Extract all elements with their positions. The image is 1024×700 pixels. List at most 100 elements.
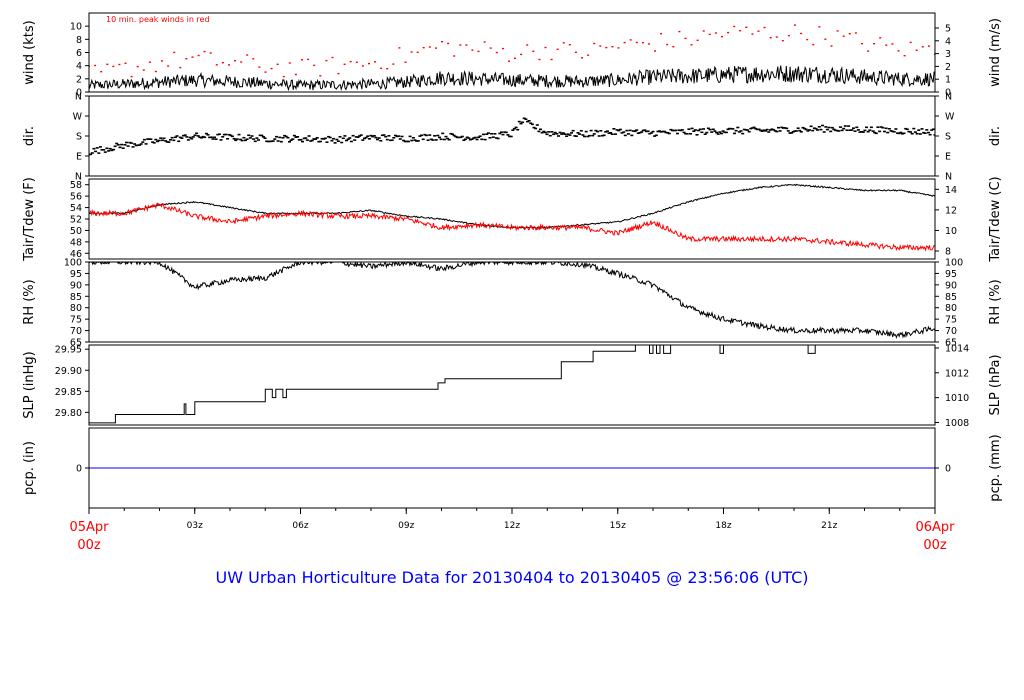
series-dot-dir <box>894 128 898 130</box>
time-tick-label-major-2: 00z <box>77 538 101 553</box>
series-dot-dir <box>840 129 844 132</box>
series-dot-dir <box>550 131 554 133</box>
right-tick-label-rh: 75 <box>945 315 957 326</box>
series-dot-dir <box>700 131 704 134</box>
series-dot-dir <box>703 133 707 135</box>
series-dot-dir <box>671 129 675 132</box>
series-dot-dir <box>537 130 541 133</box>
series-dot-wind <box>708 33 711 36</box>
series-dot-dir <box>147 138 151 140</box>
series-dot-dir <box>900 133 904 135</box>
series-dot-dir <box>314 138 318 140</box>
series-dot-wind <box>508 60 510 62</box>
series-dot-wind <box>879 37 882 39</box>
series-dot-wind <box>897 50 900 52</box>
series-dot-dir <box>884 127 888 130</box>
series-dot-dir <box>265 140 269 143</box>
series-dot-dir <box>896 132 899 134</box>
series-dot-dir <box>178 136 182 139</box>
series-dot-dir <box>183 134 187 136</box>
left-tick-label-temp: 58 <box>70 180 82 191</box>
series-dot-dir <box>482 133 485 136</box>
series-dot-dir <box>103 151 107 153</box>
series-dot-dir <box>729 127 733 130</box>
series-dot-wind <box>392 63 395 65</box>
series-dot-dir <box>180 137 184 139</box>
series-dot-dir <box>775 130 779 133</box>
series-dot-dir <box>623 134 627 137</box>
series-dot-dir <box>897 132 901 135</box>
series-dot-dir <box>617 129 621 132</box>
series-dot-dir <box>571 129 575 132</box>
series-dot-dir <box>808 129 811 131</box>
series-dot-dir <box>460 135 464 138</box>
series-dot-dir <box>188 136 192 139</box>
series-dot-dir <box>545 133 549 136</box>
series-dot-wind <box>830 45 833 47</box>
series-dot-dir <box>338 136 342 138</box>
series-dot-dir <box>530 123 534 126</box>
series-dot-dir <box>682 131 686 134</box>
series-dot-dir <box>245 138 249 140</box>
series-dot-dir <box>105 147 109 150</box>
series-dot-dir <box>284 135 288 138</box>
series-dot-dir <box>858 131 862 133</box>
series-dot-wind <box>672 46 675 48</box>
series-dot-wind <box>349 60 352 63</box>
series-dot-wind <box>763 26 766 29</box>
series-dot-dir <box>410 139 414 142</box>
series-dot-dir <box>354 136 358 138</box>
series-dot-dir <box>248 137 252 139</box>
series-dot-dir <box>930 129 934 131</box>
series-dot-dir <box>843 125 847 127</box>
series-dot-dir <box>395 135 399 138</box>
series-dot-dir <box>892 131 896 133</box>
series-dot-dir <box>770 128 774 130</box>
series-dot-wind <box>386 68 389 70</box>
series-dot-wind <box>234 60 237 62</box>
series-dot-wind <box>787 34 790 37</box>
left-tick-label-rh: 90 <box>70 280 82 291</box>
series-dot-dir <box>768 129 772 131</box>
series-dot-wind <box>824 38 827 40</box>
series-dot-dir <box>292 134 296 137</box>
series-dot-dir <box>822 131 826 133</box>
left-tick-label-rh: 70 <box>70 326 82 337</box>
series-dot-wind <box>325 59 328 62</box>
series-dot-dir <box>723 131 727 134</box>
series-dot-dir <box>151 141 155 143</box>
series-dot-dir <box>112 148 115 151</box>
series-dot-dir <box>693 129 697 131</box>
series-dot-dir <box>636 132 640 134</box>
series-dot-dir <box>436 134 440 137</box>
series-dot-dir <box>865 126 868 129</box>
series-dot-dir <box>522 117 526 120</box>
series-line-temp-0 <box>89 183 935 230</box>
series-line-rh-0 <box>89 262 935 339</box>
series-dot-dir <box>421 138 425 141</box>
series-dot-dir <box>429 138 433 141</box>
series-dot-dir <box>765 128 769 131</box>
series-dot-wind <box>854 32 857 34</box>
left-tick-label-rh: 80 <box>70 303 82 314</box>
ylabel-left-rh: RH (%) <box>22 279 37 324</box>
series-dot-dir <box>141 141 145 143</box>
series-dot-dir <box>330 139 334 142</box>
series-dot-wind <box>915 49 918 51</box>
series-dot-wind <box>757 30 760 32</box>
ylabel-right-pcp: pcp. (mm) <box>988 434 1003 501</box>
series-dot-wind <box>185 58 188 60</box>
series-dot-dir <box>128 141 132 144</box>
series-dot-wind <box>903 55 906 57</box>
series-dot-dir <box>555 133 559 135</box>
series-dot-dir <box>416 140 420 142</box>
series-dot-wind <box>173 51 176 54</box>
series-dot-dir <box>491 136 495 138</box>
series-dot-wind <box>739 30 742 32</box>
series-dot-dir <box>336 140 340 142</box>
series-dot-dir <box>186 139 190 141</box>
series-dot-dir <box>648 132 652 135</box>
series-dot-dir <box>379 140 383 142</box>
series-dot-dir <box>144 143 148 145</box>
series-dot-dir <box>920 128 924 130</box>
